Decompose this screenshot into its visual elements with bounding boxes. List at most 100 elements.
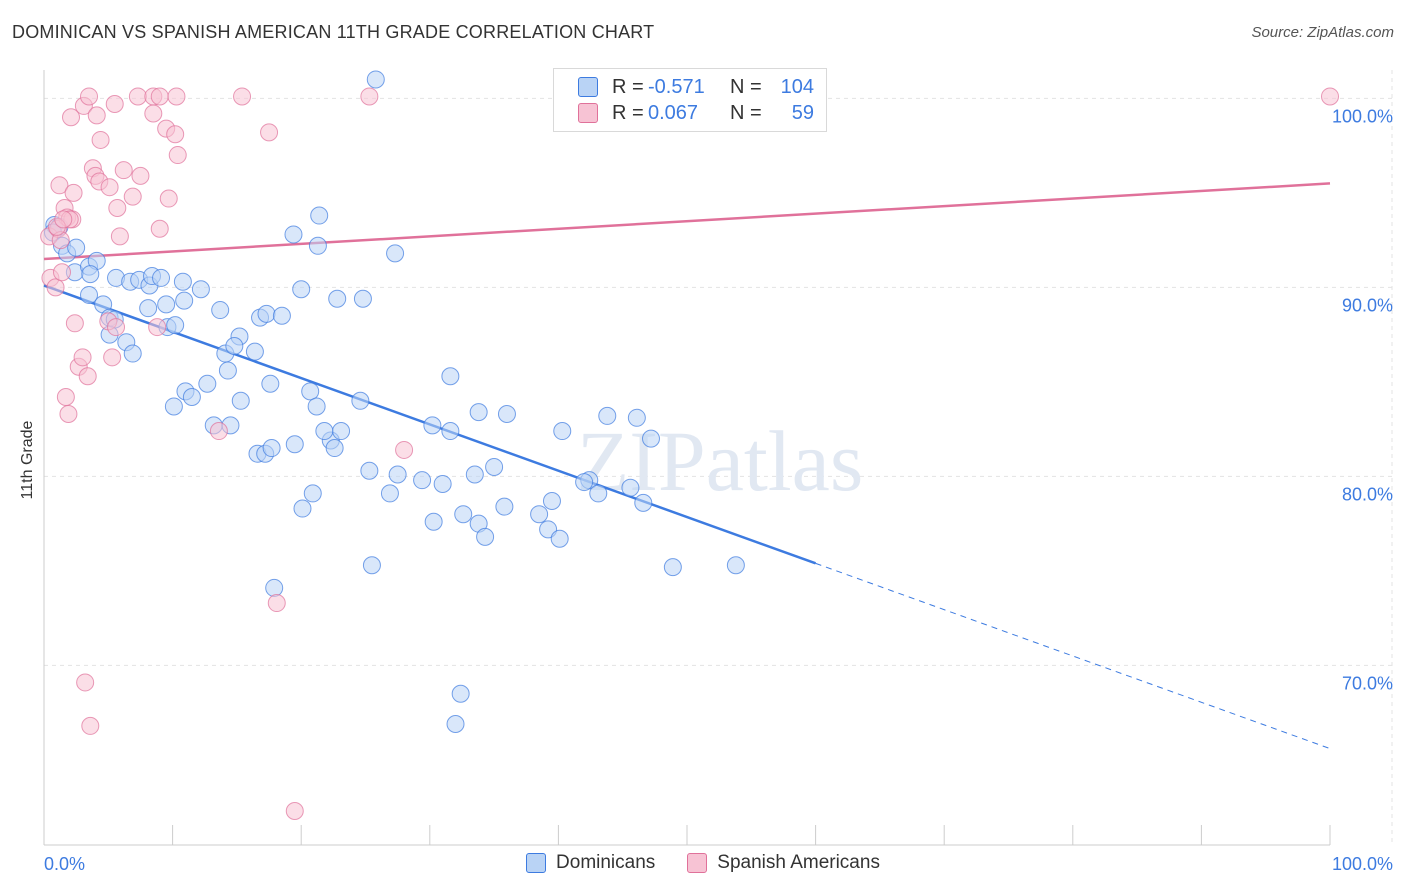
spanish-americans-point xyxy=(73,348,92,367)
spanish-americans-point xyxy=(209,422,228,441)
dominicans-point xyxy=(225,336,244,355)
dominicans-point xyxy=(175,291,194,310)
y-tick-label: 100.0% xyxy=(1332,106,1393,126)
legend-item-spanish-americans[interactable]: Spanish Americans xyxy=(687,852,880,874)
series-legend: Dominicans Spanish Americans xyxy=(0,852,1406,874)
spanish-americans-point xyxy=(46,278,65,297)
dominicans-point xyxy=(262,439,281,458)
dominicans-point xyxy=(441,422,460,441)
dominicans-point xyxy=(589,484,608,503)
dominicans-swatch xyxy=(578,77,598,97)
spanish-americans-point xyxy=(105,95,124,114)
dominicans-point xyxy=(641,429,660,448)
spanish-americans-point xyxy=(87,106,106,125)
dominicans-point xyxy=(325,439,344,458)
spanish-americans-point xyxy=(360,87,379,106)
dominicans-point xyxy=(173,272,192,291)
dominicans-point xyxy=(485,457,504,476)
dominicans-point xyxy=(497,405,516,424)
spanish-americans-point xyxy=(107,318,126,337)
spanish-americans-point xyxy=(80,87,99,106)
dominicans-point xyxy=(257,304,276,323)
dominicans-point xyxy=(451,684,470,703)
dominicans-point xyxy=(198,374,217,393)
spanish-americans-swatch xyxy=(578,103,598,123)
legend-row-spanish-americans: R = 0.067 N = 59 xyxy=(578,101,814,125)
n-value: 104 xyxy=(780,75,814,98)
r-label: R = xyxy=(612,101,644,124)
spanish-americans-point xyxy=(91,130,110,149)
dominicans-point xyxy=(530,505,549,524)
dominicans-point xyxy=(303,484,322,503)
spanish-americans-point xyxy=(65,314,84,333)
n-label: N = xyxy=(730,101,762,124)
legend-item-dominicans[interactable]: Dominicans xyxy=(526,852,655,874)
dominicans-point xyxy=(424,512,443,531)
spanish-americans-point xyxy=(76,673,95,692)
y-tick-label: 70.0% xyxy=(1342,673,1393,693)
dominicans-point xyxy=(123,344,142,363)
dominicans-point xyxy=(80,285,99,304)
tick-labels: 100.0% 90.0% 80.0% 70.0% 0.0% 100.0% xyxy=(44,106,1393,874)
dominicans-point xyxy=(351,391,370,410)
dominicans-point xyxy=(328,289,347,308)
dominicans-swatch xyxy=(526,853,547,873)
dominicans-point xyxy=(553,422,572,441)
spanish-americans-point xyxy=(128,87,147,106)
dominicans-point xyxy=(292,280,311,299)
spanish-americans-point xyxy=(53,263,72,282)
dominicans-point xyxy=(332,422,351,441)
dominicans-point xyxy=(164,397,183,416)
dominicans-point xyxy=(157,295,176,314)
dominicans-point xyxy=(380,484,399,503)
spanish-americans-point xyxy=(81,716,100,735)
dominicans-point xyxy=(575,473,594,492)
spanish-americans-point xyxy=(159,189,178,208)
dominicans-point xyxy=(284,225,303,244)
dominicans-point xyxy=(285,435,304,454)
spanish-americans-point xyxy=(267,594,286,613)
y-tick-label: 80.0% xyxy=(1342,484,1393,504)
watermark: ZIPatlas xyxy=(577,413,864,509)
dominicans-point xyxy=(465,465,484,484)
dominicans-point xyxy=(218,361,237,380)
dominicans-point xyxy=(308,236,327,255)
spanish-americans-point xyxy=(150,219,169,238)
spanish-americans-point xyxy=(110,227,129,246)
spanish-americans-point xyxy=(54,210,73,229)
dominicans-point xyxy=(67,238,86,257)
x-tick-label: 0.0% xyxy=(44,854,85,874)
dominicans-point xyxy=(315,422,334,441)
spanish-americans-point xyxy=(168,146,187,165)
spanish-americans-points xyxy=(40,87,1339,820)
spanish-americans-point xyxy=(285,801,304,820)
spanish-americans-point xyxy=(103,348,122,367)
spanish-americans-point xyxy=(131,166,150,185)
dominicans-point xyxy=(621,478,640,497)
r-value: 0.067 xyxy=(648,101,699,124)
n-value: 59 xyxy=(791,101,814,124)
dominicans-point xyxy=(293,499,312,518)
r-label: R = xyxy=(612,75,644,98)
dominicans-point xyxy=(166,316,185,335)
dominicans-point xyxy=(441,367,460,386)
dominicans-point xyxy=(353,289,372,308)
spanish-americans-point xyxy=(78,367,97,386)
spanish-americans-point xyxy=(233,87,252,106)
dominicans-point xyxy=(139,299,158,318)
dominicans-point xyxy=(366,70,385,89)
axes xyxy=(43,70,1331,846)
dominicans-point xyxy=(433,474,452,493)
dominicans-point xyxy=(265,578,284,597)
dominicans-point xyxy=(307,397,326,416)
data-points xyxy=(40,70,1339,820)
spanish-americans-point xyxy=(150,87,169,106)
dominicans-point xyxy=(634,493,653,512)
dominicans-point xyxy=(598,406,617,425)
spanish-americans-point xyxy=(50,176,69,195)
dominicans-point xyxy=(272,306,291,325)
chart-title: DOMINICAN VS SPANISH AMERICAN 11TH GRADE… xyxy=(12,22,655,42)
spanish-americans-point xyxy=(64,183,83,202)
spanish-americans-point xyxy=(395,440,414,459)
